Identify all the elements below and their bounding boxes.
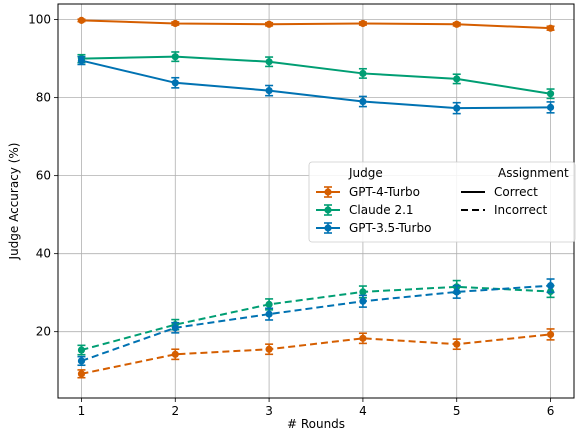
data-point xyxy=(265,310,273,318)
data-point xyxy=(265,58,273,66)
y-axis-label: Judge Accuracy (%) xyxy=(7,143,21,261)
legend-label: GPT-4-Turbo xyxy=(349,185,420,199)
series-line xyxy=(81,333,551,375)
data-point xyxy=(359,97,367,106)
series-line xyxy=(81,285,551,351)
legend-label: GPT-3.5-Turbo xyxy=(349,221,431,235)
legend-swatch-marker xyxy=(324,206,332,214)
series-claude-2-1-correct xyxy=(77,51,555,100)
legend: Judge GPT-4-Turbo Claude 2.1 GPT-3.5-Turbo A… xyxy=(308,161,576,243)
data-point xyxy=(265,345,273,353)
x-axis-label: # Rounds xyxy=(287,417,345,431)
series-line xyxy=(81,59,551,110)
data-point xyxy=(265,300,273,308)
x-tick-label: 2 xyxy=(171,404,179,418)
series-line xyxy=(81,284,551,362)
data-point xyxy=(265,87,273,95)
data-point xyxy=(546,282,555,290)
data-point xyxy=(77,56,86,65)
data-point xyxy=(359,19,367,28)
data-point xyxy=(77,346,86,354)
series-line xyxy=(81,19,551,30)
data-point xyxy=(546,103,555,111)
data-point xyxy=(265,20,273,28)
data-point xyxy=(171,19,179,28)
y-tick-label: 100 xyxy=(28,13,51,27)
data-point xyxy=(453,288,461,296)
legend-swatch-marker xyxy=(324,188,332,196)
x-tick-label: 5 xyxy=(453,404,461,418)
legend-item-incorrect: Incorrect xyxy=(461,203,547,217)
data-point xyxy=(359,334,367,342)
legend-assignment-title: Assignment xyxy=(498,166,569,180)
legend-label: Correct xyxy=(494,185,538,199)
data-point xyxy=(546,90,555,98)
data-point xyxy=(77,16,86,24)
series-gpt-4-turbo-incorrect xyxy=(77,328,555,379)
x-tick-label: 3 xyxy=(265,404,273,418)
data-point xyxy=(77,357,86,365)
series-gpt-4-turbo-correct xyxy=(77,16,555,32)
legend-item-correct: Correct xyxy=(461,185,538,199)
legend-box xyxy=(308,161,576,243)
data-point xyxy=(171,53,179,61)
x-tick-label: 4 xyxy=(359,404,367,418)
data-point xyxy=(171,350,179,358)
y-tick-label: 20 xyxy=(36,325,51,339)
data-point xyxy=(359,69,367,78)
legend-label: Claude 2.1 xyxy=(349,203,414,217)
y-tick-label: 40 xyxy=(36,247,51,261)
y-tick-label: 60 xyxy=(36,169,51,183)
data-point xyxy=(546,330,555,339)
series-gpt-3-5-turbo-incorrect xyxy=(77,278,555,367)
ticks: 1 2 3 4 5 6 20 40 60 80 100 xyxy=(28,13,554,418)
legend-item-claude-2-1: Claude 2.1 xyxy=(316,203,414,217)
data-point xyxy=(546,24,555,32)
data-point xyxy=(171,324,179,332)
data-point xyxy=(77,370,86,378)
data-point xyxy=(453,75,461,83)
legend-swatch-marker xyxy=(324,224,332,232)
data-point xyxy=(359,288,367,296)
legend-item-gpt-3-5-turbo: GPT-3.5-Turbo xyxy=(316,221,431,235)
legend-item-gpt-4-turbo: GPT-4-Turbo xyxy=(316,185,420,199)
data-point xyxy=(453,104,461,112)
legend-label: Incorrect xyxy=(494,203,547,217)
data-point xyxy=(453,340,461,348)
series-line xyxy=(81,55,551,95)
legend-judge-title: Judge xyxy=(348,166,383,180)
x-tick-label: 6 xyxy=(547,404,555,418)
series-layer xyxy=(77,16,555,379)
series-gpt-3-5-turbo-correct xyxy=(77,55,555,115)
x-tick-label: 1 xyxy=(78,404,86,418)
y-tick-label: 80 xyxy=(36,91,51,105)
data-point xyxy=(171,79,179,87)
data-point xyxy=(453,20,461,28)
data-point xyxy=(359,297,367,305)
